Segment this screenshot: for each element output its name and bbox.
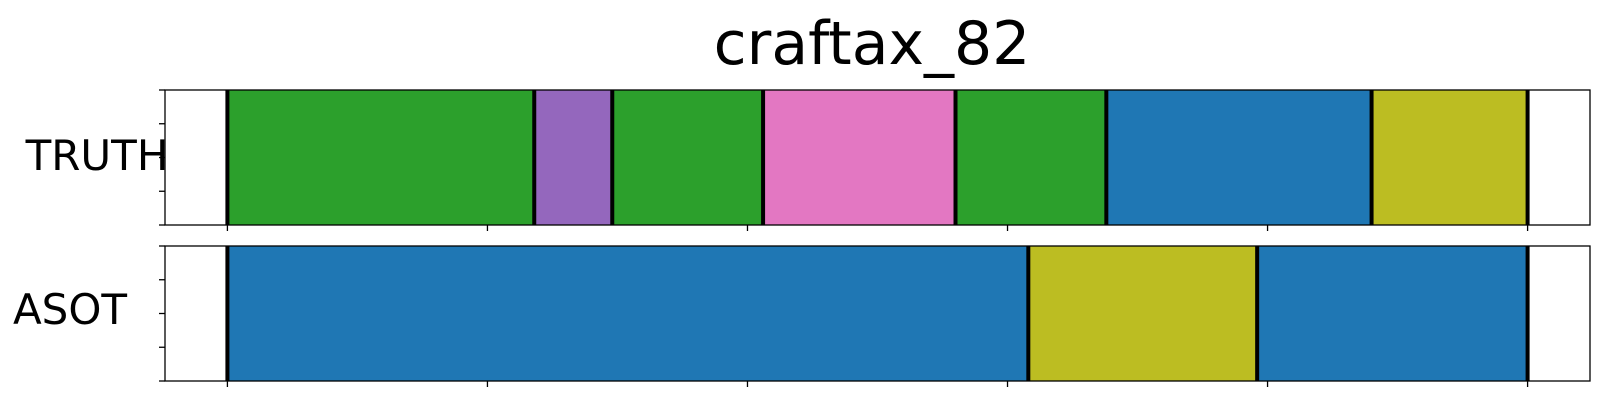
segment-truth-2 <box>612 90 764 225</box>
segment-asot-2 <box>1257 246 1528 381</box>
segment-asot-1 <box>1028 246 1258 381</box>
segment-truth-5 <box>1106 90 1372 225</box>
segment-truth-1 <box>534 90 613 225</box>
segment-truth-6 <box>1371 90 1528 225</box>
segment-truth-0 <box>227 90 535 225</box>
chart-title: craftax_82 <box>714 9 1031 79</box>
segment-truth-4 <box>955 90 1107 225</box>
segment-asot-0 <box>227 246 1029 381</box>
panels <box>159 89 1591 387</box>
row-label-truth: TRUTH <box>25 131 169 180</box>
row-label-asot: ASOT <box>13 285 127 334</box>
segment-truth-3 <box>763 90 956 225</box>
